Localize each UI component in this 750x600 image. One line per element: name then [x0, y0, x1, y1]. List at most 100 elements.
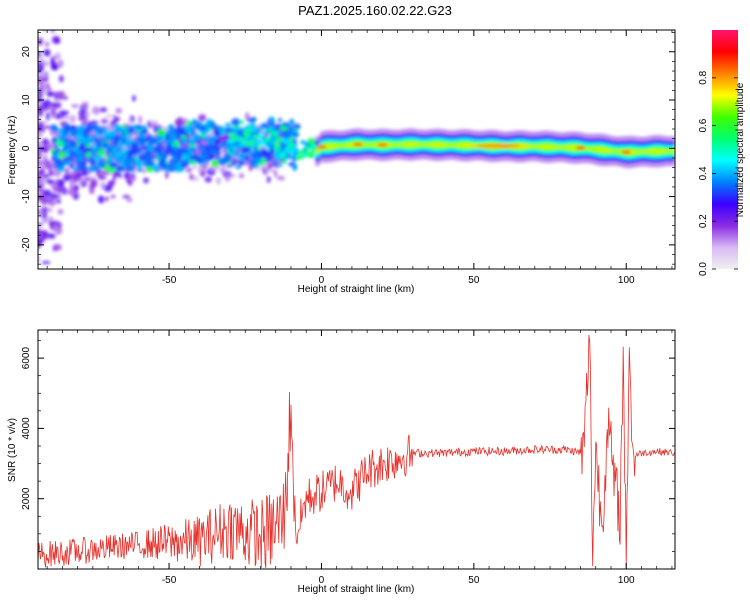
- snr-y-ticks: 2000 4000 6000: [21, 340, 675, 552]
- noise-blob: [38, 228, 42, 237]
- cluster-blob: [117, 138, 123, 147]
- transition-blob: [256, 145, 262, 150]
- noise-blob: [153, 123, 157, 130]
- x-tick-label: -50: [162, 275, 177, 286]
- cluster-blob: [213, 144, 222, 152]
- noise-blob: [44, 233, 49, 239]
- y-tick-label: 20: [21, 46, 32, 58]
- noise-blob: [126, 197, 133, 203]
- y-tick-label: 0: [21, 145, 32, 151]
- noise-blob: [69, 181, 75, 189]
- cluster-blob: [136, 124, 143, 130]
- noise-blob: [42, 77, 49, 83]
- transition-blob: [229, 144, 237, 150]
- cluster-blob: [261, 148, 268, 156]
- cluster-blob: [140, 141, 145, 147]
- cluster-blob: [268, 116, 275, 123]
- snr-x-axis-label: Height of straight line (km): [298, 584, 415, 595]
- noise-blob: [38, 133, 43, 138]
- cluster-blob: [169, 161, 176, 166]
- cluster-blob: [214, 128, 221, 137]
- noise-blob: [46, 82, 50, 88]
- noise-blob: [43, 189, 52, 197]
- cluster-blob: [77, 144, 85, 151]
- cluster-blob: [219, 160, 227, 164]
- noise-blob: [189, 173, 194, 181]
- noise-blob: [114, 116, 120, 122]
- cluster-blob: [119, 132, 128, 138]
- cluster-blob: [231, 118, 241, 126]
- noise-blob: [41, 195, 46, 203]
- noise-blob: [47, 198, 57, 207]
- cluster-blob: [168, 132, 177, 139]
- noise-blob: [38, 188, 45, 193]
- noise-blob: [42, 138, 50, 145]
- cluster-blob: [279, 126, 289, 131]
- noise-blob: [45, 111, 50, 121]
- noise-blob: [52, 243, 62, 251]
- noise-blob: [220, 165, 227, 173]
- noise-blob: [41, 167, 45, 175]
- x-tick-label: 50: [468, 275, 480, 286]
- cluster-blob: [55, 151, 60, 157]
- cluster-blob: [231, 152, 241, 157]
- cluster-blob: [123, 126, 131, 131]
- cluster-blob: [205, 118, 213, 124]
- spectrogram-ridge: [315, 128, 675, 169]
- noise-blob: [109, 180, 116, 186]
- cluster-blob: [135, 162, 143, 169]
- ridge-peak: [621, 150, 632, 154]
- colorbar-scale: [712, 30, 738, 269]
- noise-blob: [38, 60, 44, 65]
- transition-blob: [287, 148, 296, 154]
- cluster-blob: [68, 152, 74, 158]
- noise-blob: [45, 143, 54, 150]
- cluster-blob: [199, 133, 206, 139]
- cluster-blob: [175, 150, 184, 156]
- noise-blob: [38, 222, 44, 226]
- cluster-blob: [90, 158, 96, 167]
- noise-blob: [69, 114, 76, 124]
- cluster-blob: [114, 135, 120, 142]
- noise-blob: [89, 120, 99, 126]
- cluster-blob: [204, 122, 212, 128]
- ridge-peak: [316, 145, 327, 149]
- cluster-blob: [108, 146, 113, 153]
- transition-blob: [295, 155, 303, 160]
- cluster-blob: [79, 124, 87, 130]
- noise-blob: [46, 208, 53, 213]
- noise-blob: [41, 219, 49, 223]
- noise-blob: [71, 104, 79, 108]
- transition-blob: [276, 151, 281, 156]
- noise-blob: [48, 87, 52, 92]
- ridge-peak-halo: [464, 142, 533, 149]
- cluster-blob: [165, 139, 173, 144]
- cluster-blob: [84, 127, 93, 133]
- spectrogram-blobs: [38, 30, 331, 265]
- noise-blob: [192, 164, 197, 169]
- ridge-peak: [575, 146, 586, 150]
- noise-blob: [38, 52, 43, 56]
- transition-blob: [244, 128, 252, 132]
- noise-blob: [43, 173, 49, 179]
- cluster-blob: [101, 143, 109, 148]
- y-tick-label: -20: [21, 237, 32, 252]
- snr-y-axis-label: SNR (10 * v/v): [7, 418, 18, 482]
- noise-blob: [52, 194, 61, 199]
- cluster-blob: [95, 167, 100, 172]
- transition-blob: [242, 131, 251, 136]
- colorbar-tick-label: 0.6: [698, 118, 709, 132]
- noise-blob: [40, 129, 45, 133]
- cluster-blob: [282, 131, 287, 138]
- cluster-blob: [140, 129, 149, 134]
- noise-blob: [265, 166, 269, 176]
- cluster-blob: [150, 164, 160, 170]
- noise-blob: [142, 167, 147, 174]
- noise-blob: [122, 194, 131, 199]
- transition-blob: [288, 142, 295, 148]
- cluster-blob: [60, 129, 67, 133]
- transition-blob: [250, 143, 256, 150]
- noise-blob: [132, 95, 136, 102]
- cluster-blob: [78, 156, 83, 163]
